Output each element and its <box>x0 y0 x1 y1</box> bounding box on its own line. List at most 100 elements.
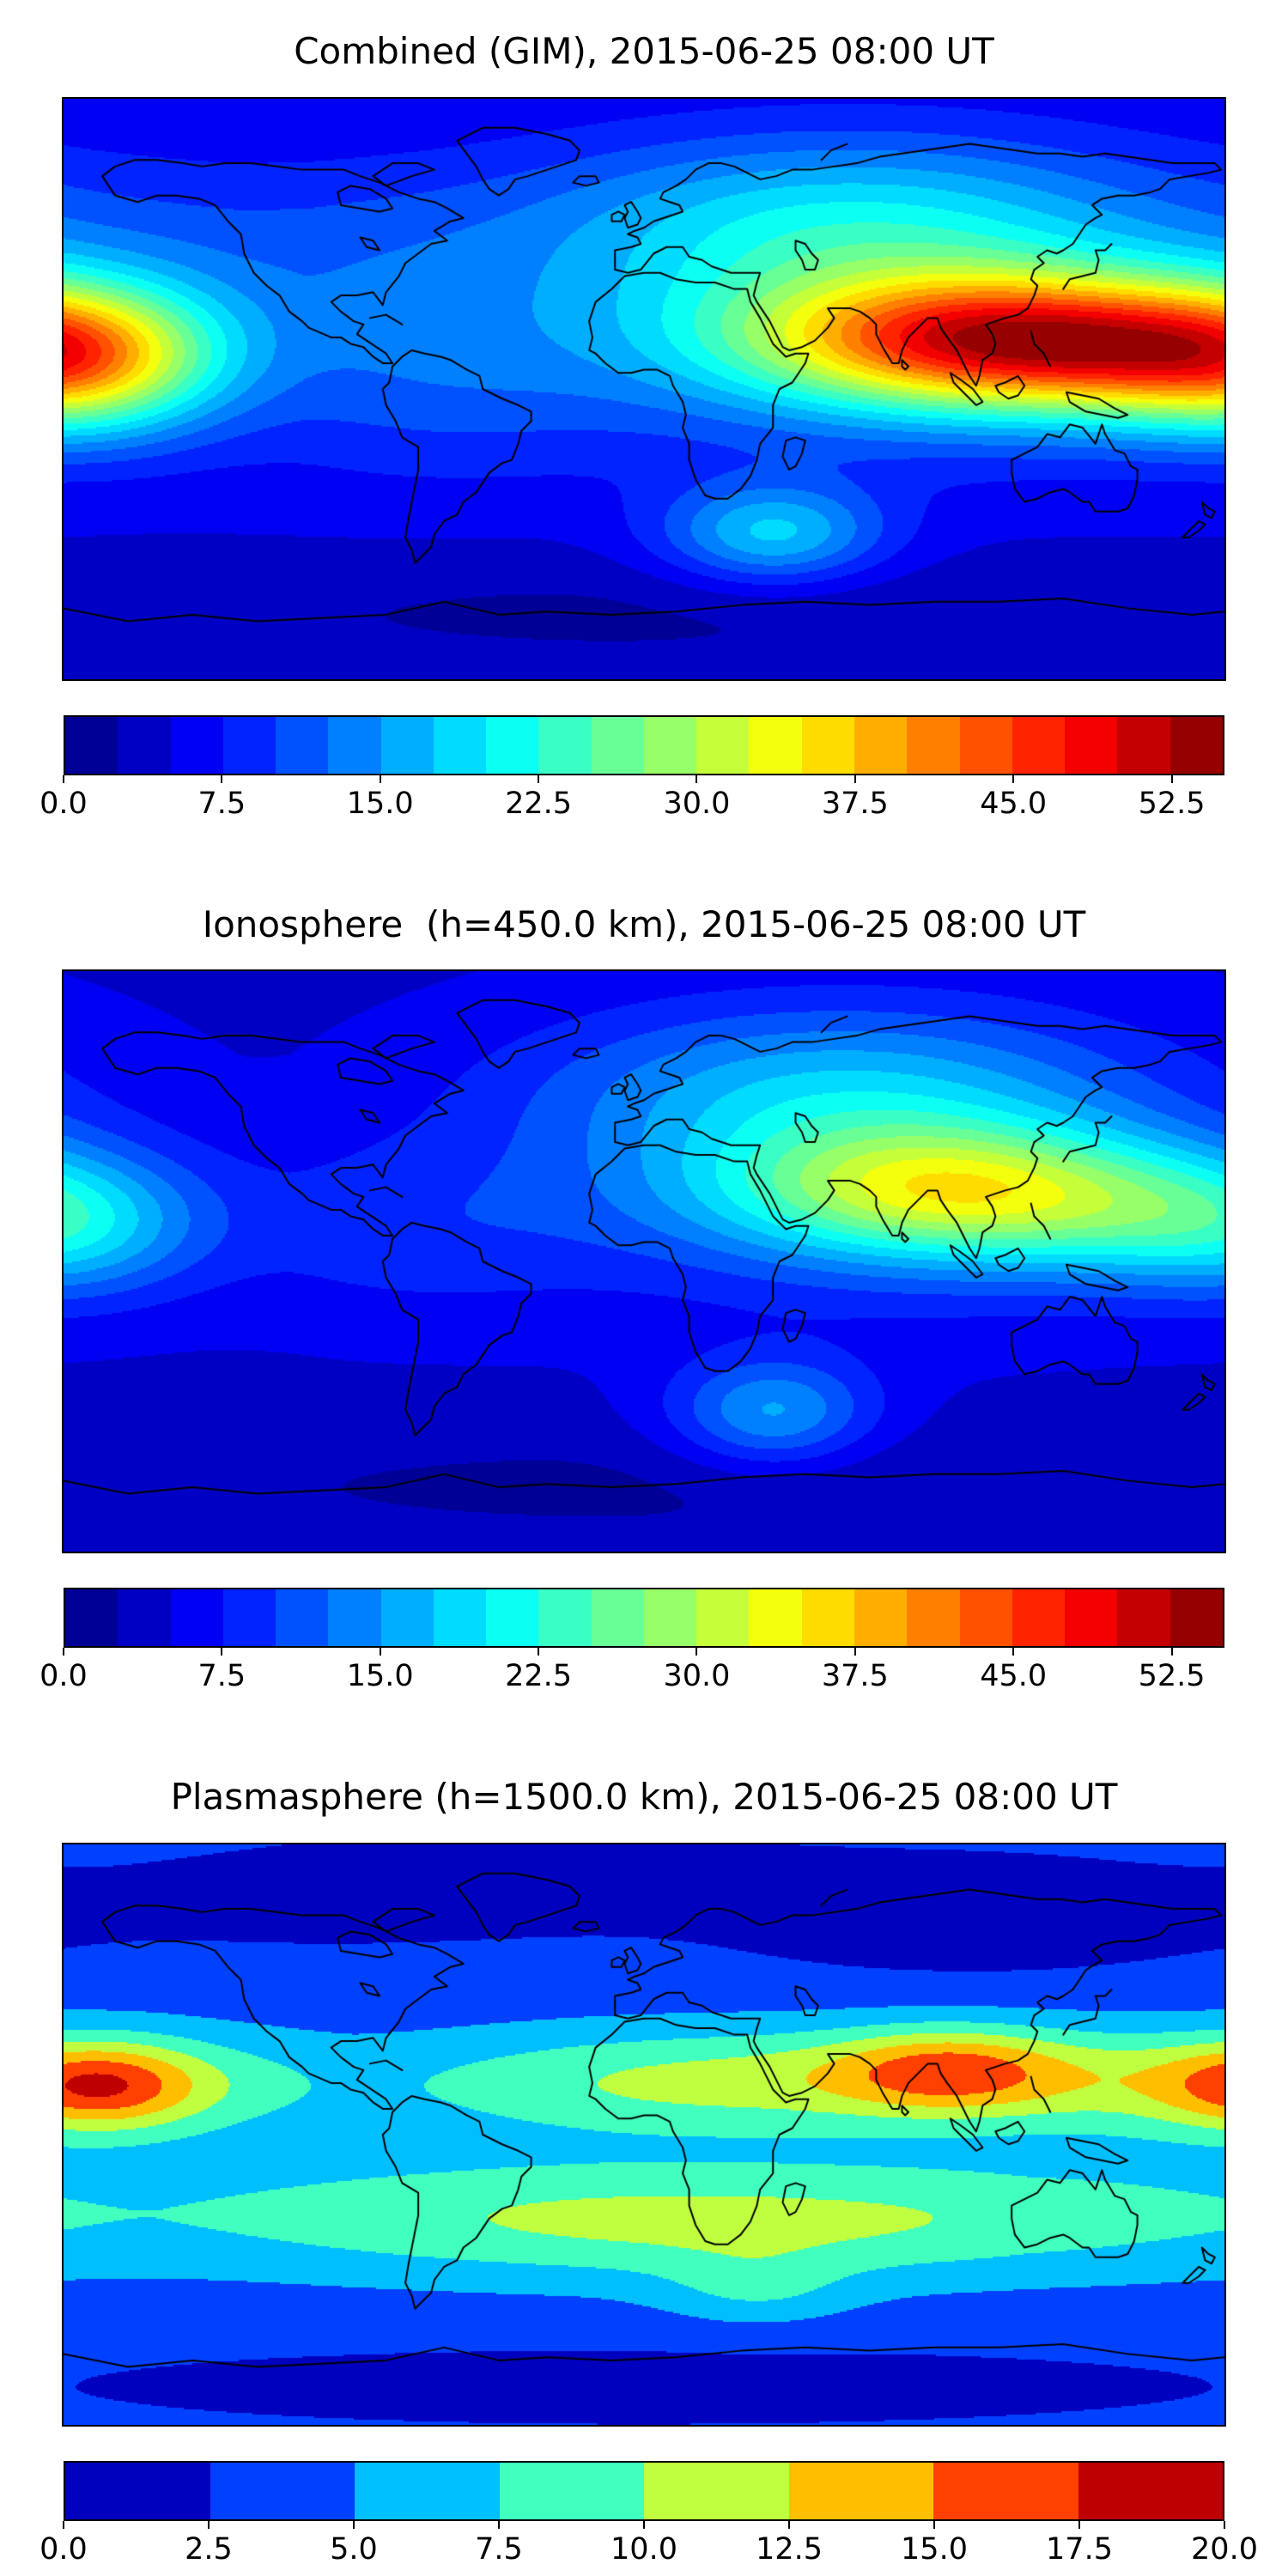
colorbar-segment <box>486 716 539 774</box>
colorbar-tick-mark <box>696 1648 698 1656</box>
colorbar-tick-mark <box>63 1648 64 1656</box>
colorbar-segment <box>1117 1589 1170 1646</box>
colorbar-segment <box>380 1589 434 1646</box>
colorbar-tick-label: 2.5 <box>185 2531 233 2567</box>
colorbar-segment <box>486 1589 539 1646</box>
colorbar-tick-mark <box>379 1648 381 1656</box>
panel-ionosphere-title: Ionosphere (h=450.0 km), 2015-06-25 08:0… <box>202 902 1086 945</box>
colorbar-tick-label: 30.0 <box>663 786 731 821</box>
colorbar-segment <box>276 1589 329 1646</box>
colorbar-tick-label: 0.0 <box>39 2531 88 2567</box>
panel-ionosphere: Ionosphere (h=450.0 km), 2015-06-25 08:0… <box>0 902 1288 1702</box>
colorbar-tick-mark <box>1078 2520 1080 2529</box>
colorbar-tick-label: 37.5 <box>821 786 889 821</box>
colorbar-tick-label: 15.0 <box>901 2531 968 2567</box>
colorbar-segment <box>907 1589 960 1646</box>
colorbar-segment <box>644 2462 789 2519</box>
colorbar-segment <box>222 1589 276 1646</box>
colorbar-tick-label: 52.5 <box>1138 1659 1206 1693</box>
colorbar-segment <box>380 716 434 774</box>
colorbar-segment <box>801 716 854 774</box>
colorbar-tick-label: 30.0 <box>663 1659 731 1693</box>
colorbar-ionosphere: 0.0 7.5 15.0 22.5 30.0 37.5 45.0 52.5 <box>39 1588 1224 1701</box>
colorbar-segment <box>276 716 329 774</box>
colorbar-tick-label: 0.0 <box>39 786 88 821</box>
colorbar-plasmasphere: 0.0 2.5 5.0 7.5 10.0 12.5 15.0 17.5 20.0 <box>39 2460 1258 2574</box>
colorbar-tick-mark <box>1224 2520 1225 2529</box>
colorbar-segment <box>788 2462 933 2519</box>
colorbar-segment <box>591 716 644 774</box>
colorbar-segment <box>433 716 487 774</box>
colorbar-segment <box>696 716 750 774</box>
colorbar-tick-label: 20.0 <box>1191 2531 1258 2567</box>
colorbar-tick-mark <box>643 2520 645 2529</box>
colorbar-segment <box>854 1589 908 1646</box>
colorbar-segment <box>328 1589 381 1646</box>
colorbar-segment <box>1012 716 1066 774</box>
map-ionosphere-frame <box>62 969 1226 1553</box>
colorbar-segment <box>749 1589 802 1646</box>
panel-plasmasphere-title: Plasmasphere (h=1500.0 km), 2015-06-25 0… <box>170 1776 1118 1818</box>
colorbar-tick-mark <box>788 2520 790 2529</box>
map-combined-frame <box>62 96 1226 681</box>
colorbar-tick-mark <box>1170 1648 1173 1656</box>
colorbar-tick-label: 45.0 <box>980 786 1048 821</box>
colorbar-tick-mark <box>854 1648 856 1656</box>
panel-combined-title: Combined (GIM), 2015-06-25 08:00 UT <box>294 30 994 72</box>
colorbar-tick-mark <box>498 2520 500 2529</box>
colorbar-tick-mark <box>353 2520 355 2529</box>
colorbar-tick-label: 5.0 <box>330 2531 378 2567</box>
colorbar-segment <box>118 716 171 774</box>
colorbar-segment <box>210 2462 355 2519</box>
colorbar-tick-mark <box>221 775 223 783</box>
map-combined-canvas <box>64 98 1224 679</box>
panel-plasmasphere: Plasmasphere (h=1500.0 km), 2015-06-25 0… <box>0 1775 1288 2574</box>
colorbar-tick-label: 52.5 <box>1138 786 1206 821</box>
colorbar-segment <box>1117 716 1170 774</box>
colorbar-tick-label: 7.5 <box>197 1659 246 1693</box>
colorbar-segment <box>933 2462 1078 2519</box>
colorbar-tick-mark <box>63 2520 64 2529</box>
colorbar-plasmasphere-gradient <box>64 2460 1224 2521</box>
colorbar-segment <box>1065 716 1118 774</box>
colorbar-segment <box>65 1589 118 1646</box>
colorbar-tick-label: 22.5 <box>505 786 573 821</box>
colorbar-tick-mark <box>221 1648 223 1656</box>
colorbar-segment <box>222 716 276 774</box>
colorbar-segment <box>355 2462 500 2519</box>
colorbar-segment <box>1170 716 1223 774</box>
colorbar-segment <box>643 1589 697 1646</box>
colorbar-ionosphere-gradient <box>64 1588 1224 1648</box>
map-ionosphere-canvas <box>64 971 1224 1552</box>
colorbar-segment <box>959 1589 1012 1646</box>
colorbar-combined-gradient <box>64 714 1224 775</box>
colorbar-tick-label: 15.0 <box>346 786 414 821</box>
colorbar-segment <box>499 2462 644 2519</box>
colorbar-segment <box>591 1589 644 1646</box>
colorbar-segment <box>854 716 908 774</box>
colorbar-tick-mark <box>933 2520 935 2529</box>
colorbar-segment <box>749 716 802 774</box>
colorbar-plasmasphere-ticks: 0.0 2.5 5.0 7.5 10.0 12.5 15.0 17.5 20.0 <box>39 2520 1258 2574</box>
colorbar-combined-ticks: 0.0 7.5 15.0 22.5 30.0 37.5 45.0 52.5 <box>39 775 1224 829</box>
colorbar-ionosphere-ticks: 0.0 7.5 15.0 22.5 30.0 37.5 45.0 52.5 <box>39 1648 1224 1701</box>
colorbar-tick-label: 10.0 <box>611 2531 677 2567</box>
colorbar-segment <box>959 716 1012 774</box>
colorbar-segment <box>907 716 960 774</box>
panel-combined: Combined (GIM), 2015-06-25 08:00 UT 0.0 7… <box>0 29 1288 829</box>
colorbar-tick-mark <box>1012 1648 1015 1656</box>
colorbar-segment <box>1170 1589 1223 1646</box>
colorbar-tick-mark <box>1012 775 1015 783</box>
colorbar-tick-mark <box>854 775 856 783</box>
map-plasmasphere-frame <box>62 1842 1226 2427</box>
colorbar-tick-mark <box>208 2520 210 2529</box>
colorbar-tick-mark <box>538 775 540 783</box>
colorbar-segment <box>1065 1589 1118 1646</box>
colorbar-tick-label: 22.5 <box>505 1659 573 1693</box>
colorbar-tick-mark <box>1170 775 1173 783</box>
colorbar-tick-label: 37.5 <box>821 1659 889 1693</box>
colorbar-segment <box>538 1589 592 1646</box>
colorbar-segment <box>1078 2462 1223 2519</box>
colorbar-segment <box>696 1589 750 1646</box>
